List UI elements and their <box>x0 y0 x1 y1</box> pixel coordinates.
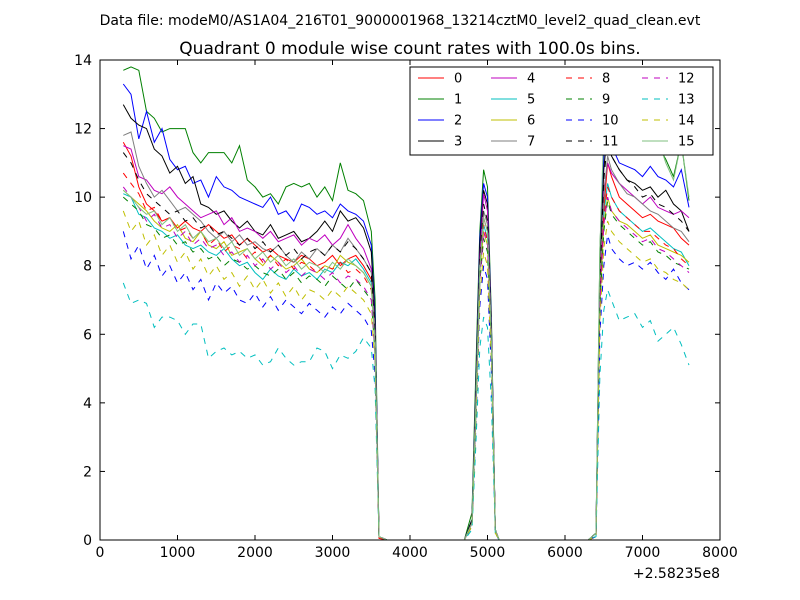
legend-label-4: 4 <box>527 72 535 87</box>
x-tick-label: 1000 <box>160 545 196 561</box>
legend-label-14: 14 <box>678 114 695 129</box>
y-tick-label: 14 <box>74 53 92 69</box>
y-tick-label: 0 <box>83 533 92 549</box>
legend-label-11: 11 <box>602 135 619 150</box>
legend-label-9: 9 <box>602 93 610 108</box>
chart-suptitle: Data file: modeM0/AS1A04_216T01_90000019… <box>100 13 701 29</box>
x-tick-label: 5000 <box>470 545 506 561</box>
x-tick-label: 8000 <box>702 545 738 561</box>
y-tick-label: 10 <box>74 190 92 206</box>
x-tick-label: 0 <box>96 545 105 561</box>
legend-label-15: 15 <box>678 135 695 150</box>
x-axis-offset-label: +2.58235e8 <box>633 566 720 582</box>
y-tick-label: 6 <box>83 327 92 343</box>
legend-label-8: 8 <box>602 72 610 87</box>
legend-label-10: 10 <box>602 114 619 129</box>
x-tick-label: 2000 <box>237 545 273 561</box>
x-axis-ticks: 0 1000 2000 3000 4000 5000 6000 7000 8000 <box>96 60 738 561</box>
y-tick-label: 12 <box>74 122 92 138</box>
y-tick-label: 2 <box>83 464 92 480</box>
x-tick-label: 7000 <box>625 545 661 561</box>
legend-label-5: 5 <box>527 93 535 108</box>
legend-label-12: 12 <box>678 72 695 87</box>
legend-label-13: 13 <box>678 93 695 108</box>
legend-label-1: 1 <box>454 93 462 108</box>
x-tick-label: 3000 <box>315 545 351 561</box>
chart-title: Quadrant 0 module wise count rates with … <box>179 39 640 59</box>
legend-label-7: 7 <box>527 135 535 150</box>
y-tick-label: 8 <box>83 259 92 275</box>
y-tick-label: 4 <box>83 396 92 412</box>
legend-label-0: 0 <box>454 72 462 87</box>
legend-label-2: 2 <box>454 114 462 129</box>
legend-label-3: 3 <box>454 135 462 150</box>
x-tick-label: 6000 <box>547 545 583 561</box>
legend-label-6: 6 <box>527 114 535 129</box>
x-tick-label: 4000 <box>392 545 428 561</box>
legend-box <box>409 66 714 156</box>
